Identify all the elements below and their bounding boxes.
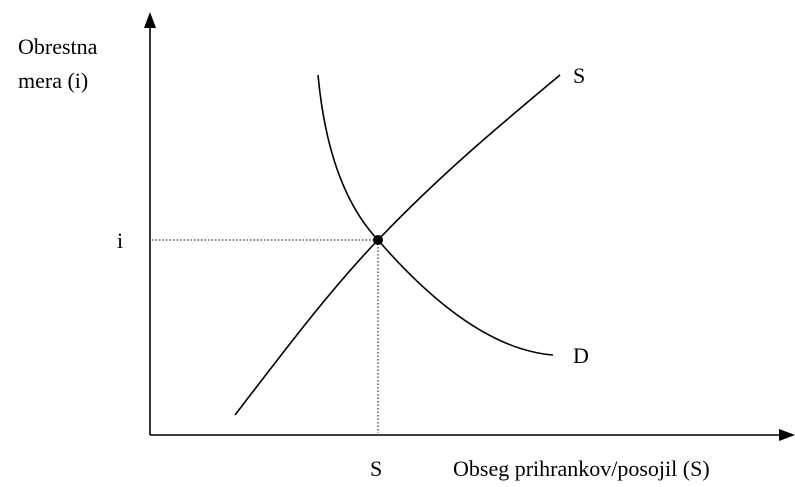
- y-axis-label: Obrestna: [18, 34, 98, 59]
- curve-label: S: [573, 63, 585, 88]
- demand-curve: [317, 74, 554, 356]
- equilibrium-rate-label: i: [117, 228, 123, 253]
- equilibrium-point: [373, 235, 383, 245]
- y-axis-label: mera (i): [18, 68, 88, 93]
- equilibrium-quantity-label: S: [370, 456, 382, 481]
- x-axis-label: Obseg prihrankov/posojil (S): [453, 456, 710, 481]
- curve-label: D: [573, 343, 589, 368]
- y-axis-arrow: [144, 12, 156, 28]
- supply-curve: [234, 74, 561, 416]
- x-axis-arrow: [779, 429, 795, 441]
